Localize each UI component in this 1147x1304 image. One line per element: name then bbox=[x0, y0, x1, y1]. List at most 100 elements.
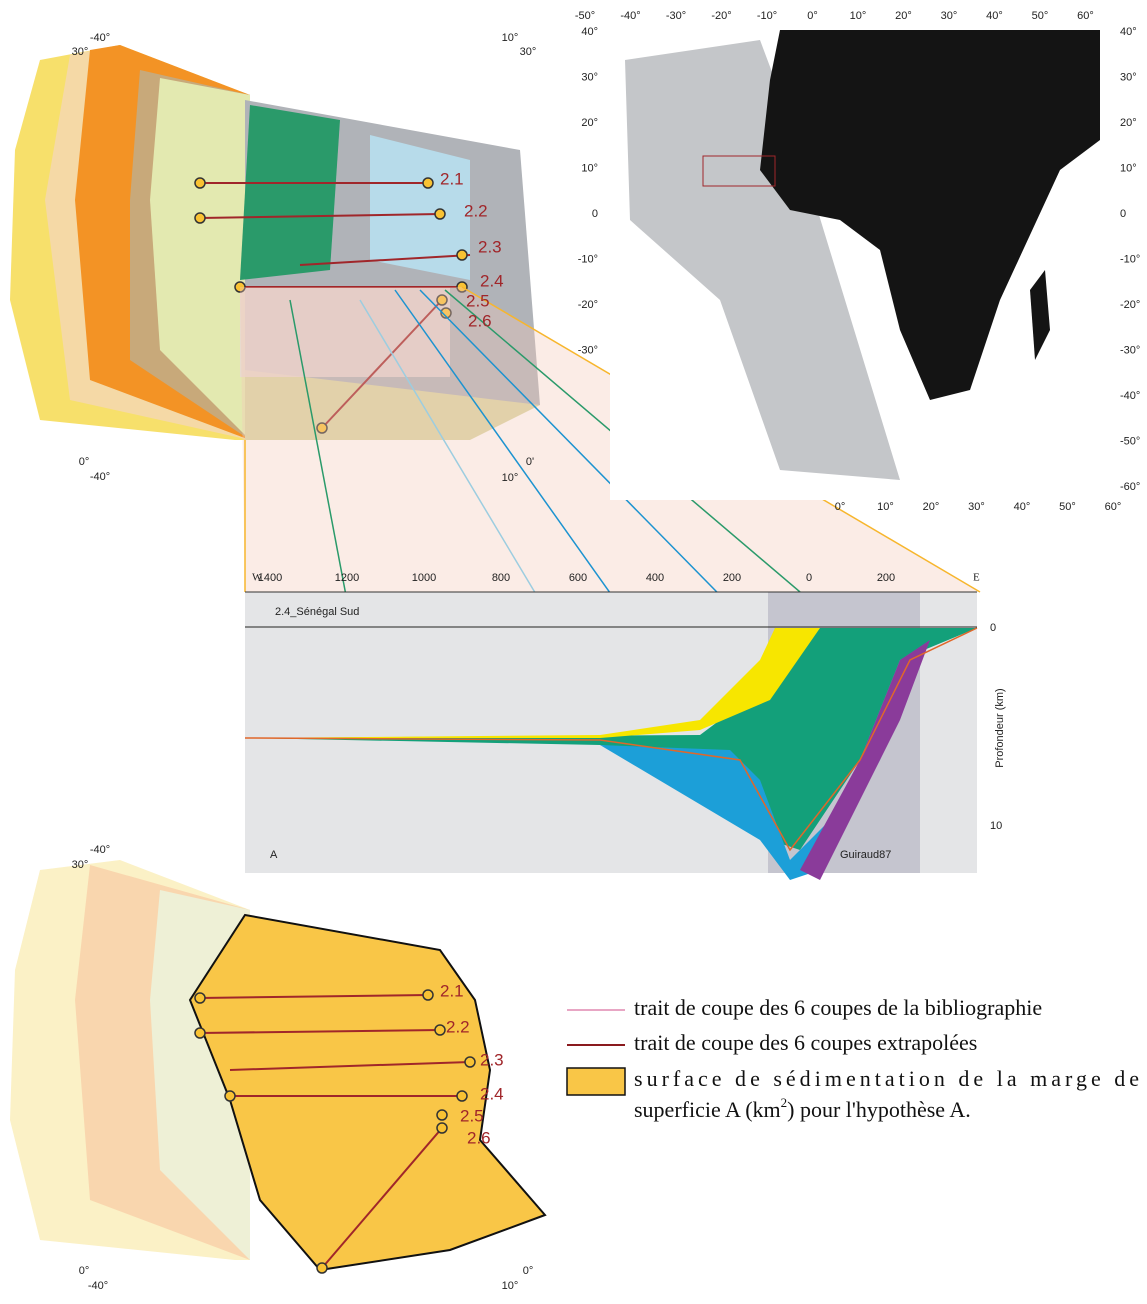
lon-label: 20° bbox=[895, 10, 912, 22]
study-area bbox=[702, 155, 776, 187]
lat-label: 30° bbox=[581, 71, 598, 83]
section-label: 2.6 bbox=[467, 1128, 491, 1147]
lon-label: 0° bbox=[807, 10, 818, 22]
lon-label: 10° bbox=[850, 10, 867, 22]
layer bbox=[800, 640, 930, 880]
corner-label: 30° bbox=[520, 46, 537, 58]
bottom-map bbox=[10, 860, 547, 1274]
depth-tick: 0 bbox=[990, 622, 996, 634]
ocean-floor bbox=[625, 40, 900, 480]
lon-label: 40° bbox=[1014, 501, 1031, 513]
lat-label: -40° bbox=[1120, 390, 1140, 402]
section-title: 2.4_Sénégal Sud bbox=[275, 606, 359, 618]
layer bbox=[245, 628, 977, 850]
section-label: 2.5 bbox=[466, 291, 490, 310]
section-label: 2.1 bbox=[440, 169, 464, 188]
sediment-surface bbox=[188, 913, 547, 1272]
corner-label: -40° bbox=[90, 844, 110, 856]
lon-label: -50° bbox=[575, 10, 595, 22]
lat-label: -20° bbox=[1120, 299, 1140, 311]
legend-text: superficie A (km2) pour l'hypothèse A. bbox=[634, 1095, 971, 1122]
slope bbox=[370, 135, 470, 280]
legend-swatch bbox=[566, 1067, 626, 1096]
distance-tick: 400 bbox=[646, 572, 664, 584]
corner-label: -40° bbox=[88, 1280, 108, 1292]
legend-text: trait de coupe des 6 coupes de la biblio… bbox=[634, 995, 1042, 1020]
corner-label: 0° bbox=[523, 1265, 534, 1277]
lat-label: 0 bbox=[592, 208, 598, 220]
lon-label: -10° bbox=[757, 10, 777, 22]
lat-label: -50° bbox=[1120, 435, 1140, 447]
legend-text: surface de sédimentation de la marge de bbox=[634, 1066, 1139, 1091]
lat-label: 0 bbox=[1120, 208, 1126, 220]
lon-label: 30° bbox=[941, 10, 958, 22]
section-line bbox=[299, 254, 471, 266]
lat-label: -20° bbox=[578, 299, 598, 311]
section-window bbox=[240, 287, 450, 377]
corner-label: 10° bbox=[502, 1280, 519, 1292]
lon-label: -40° bbox=[620, 10, 640, 22]
section-line bbox=[321, 299, 443, 429]
lat-label: 20° bbox=[581, 117, 598, 129]
top-map bbox=[10, 45, 540, 440]
madagascar bbox=[1030, 270, 1050, 360]
lon-label: 60° bbox=[1077, 10, 1094, 22]
lon-label: 0° bbox=[835, 501, 846, 513]
section-line bbox=[199, 213, 441, 219]
lat-label: 40° bbox=[581, 26, 598, 38]
section-ends bbox=[194, 989, 476, 1274]
section-label: 2.2 bbox=[464, 201, 488, 220]
lon-label: -20° bbox=[711, 10, 731, 22]
distance-tick: 200 bbox=[723, 572, 741, 584]
depth-tick: 10 bbox=[990, 820, 1002, 832]
distance-tick: 600 bbox=[569, 572, 587, 584]
section-lines bbox=[199, 994, 471, 1269]
lon-label: 20° bbox=[923, 501, 940, 513]
platform bbox=[240, 105, 340, 280]
lat-label: -30° bbox=[1120, 344, 1140, 356]
band bbox=[150, 78, 250, 440]
cross-section bbox=[244, 591, 978, 880]
section-label: 2.4 bbox=[480, 271, 504, 290]
lon-label: 40° bbox=[986, 10, 1003, 22]
section-label: 2.5 bbox=[460, 1106, 484, 1125]
section-label: 2.1 bbox=[440, 981, 464, 1000]
corner-label: 10° bbox=[502, 32, 519, 44]
lon-label: -30° bbox=[666, 10, 686, 22]
direction: E bbox=[973, 572, 980, 584]
lat-label: -10° bbox=[1120, 253, 1140, 265]
distance-tick: 200 bbox=[877, 572, 895, 584]
lon-label: 50° bbox=[1059, 501, 1076, 513]
legend: trait de coupe des 6 coupes de la biblio… bbox=[566, 995, 1139, 1122]
legend-text: superficie A (km bbox=[634, 1097, 781, 1122]
hypothesis: A bbox=[270, 849, 278, 861]
south-zone bbox=[245, 370, 540, 440]
section-label: 2.3 bbox=[478, 237, 502, 256]
section-label: 2.3 bbox=[480, 1050, 504, 1069]
corner-label: 30° bbox=[72, 46, 89, 58]
distance-tick: 1400 bbox=[258, 572, 282, 584]
basement bbox=[244, 627, 978, 852]
world-map bbox=[610, 30, 1110, 500]
distance-tick: 1000 bbox=[412, 572, 436, 584]
corner-label: 0° bbox=[79, 1265, 90, 1277]
lat-label: 40° bbox=[1120, 26, 1137, 38]
source: Guiraud87 bbox=[840, 849, 891, 861]
superscript: 2 bbox=[781, 1095, 788, 1110]
lat-label: -60° bbox=[1120, 481, 1140, 493]
corner-label: 0' bbox=[526, 456, 534, 468]
section-label: 2.2 bbox=[446, 1017, 470, 1036]
corner-label: 10° bbox=[502, 472, 519, 484]
africa bbox=[760, 30, 1100, 400]
direction: W bbox=[252, 572, 263, 584]
corner-label: -40° bbox=[90, 471, 110, 483]
lon-label: 60° bbox=[1105, 501, 1122, 513]
corner-label: 0° bbox=[79, 456, 90, 468]
distance-tick: 800 bbox=[492, 572, 510, 584]
section-label: 2.6 bbox=[468, 311, 492, 330]
lat-label: 10° bbox=[1120, 162, 1137, 174]
depth-label: Profondeur (km) bbox=[994, 688, 1006, 767]
lat-label: -30° bbox=[578, 344, 598, 356]
